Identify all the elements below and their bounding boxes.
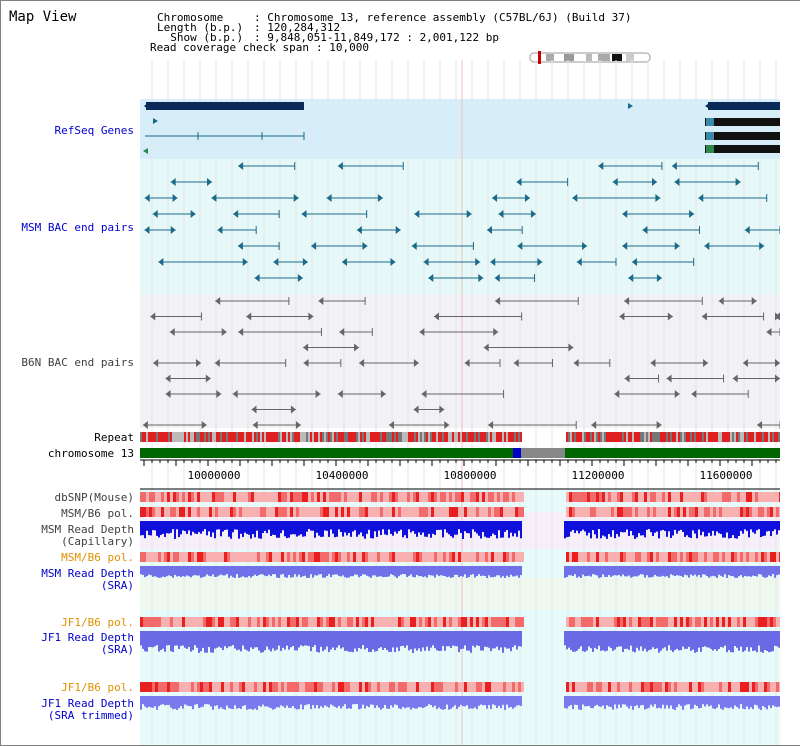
genome-map-panel[interactable]: 10000000 10400000 10800000 11200000 11600000	[140, 0, 780, 745]
axis-tick-label: 11600000	[700, 469, 753, 482]
track-label-jf1-b6-pol-1[interactable]: JF1/B6 pol.	[61, 616, 134, 629]
info-chromosome-value: : Chromosome 13, reference assembly (C57…	[254, 11, 632, 24]
b6n-bac-track-bg	[140, 295, 780, 428]
info-coverage-label: Read coverage check span	[150, 41, 309, 54]
track-label-jf1-depth-trim[interactable]: JF1 Read Depth	[41, 697, 134, 710]
info-length-label: Length (b.p.)	[157, 21, 244, 34]
info-chromosome-label: Chromosome	[157, 11, 224, 24]
track-label-chromosome[interactable]: chromosome 13	[47, 447, 134, 460]
page-title: Map View	[9, 9, 77, 25]
track-label-msm-depth-sra[interactable]: MSM Read Depth	[41, 567, 134, 580]
chromosome-ideogram[interactable]	[528, 51, 653, 64]
axis-tick-label: 10000000	[188, 469, 241, 482]
msm-bac-end-pairs	[144, 162, 780, 282]
msm-bac-track-bg	[140, 159, 780, 295]
vertical-gridlines	[151, 60, 777, 745]
track-label-msm-bac[interactable]: MSM BAC end pairs	[21, 221, 134, 234]
axis-tick-label: 10400000	[316, 469, 369, 482]
track-label-jf1-depth[interactable]: JF1 Read Depth	[41, 631, 134, 644]
track-label-msm-b6-pol-2[interactable]: MSM/B6 pol.	[61, 551, 134, 564]
track-label-dbsnp[interactable]: dbSNP(Mouse)	[54, 491, 134, 504]
track-label-b6n-bac[interactable]: B6N BAC end pairs	[21, 356, 134, 369]
track-label-msm-depth-cap-sub: (Capillary)	[61, 535, 134, 548]
axis-tick-label: 11200000	[572, 469, 625, 482]
info-coverage-value: : 10,000	[316, 41, 369, 54]
track-label-jf1-depth-trim-sub: (SRA trimmed)	[47, 709, 134, 722]
info-show-value: : 9,848,051-11,849,172 : 2,001,122 bp	[254, 31, 500, 44]
repeat-track	[140, 432, 780, 442]
chromosome-bar	[140, 448, 780, 458]
position-axis: 10000000 10400000 10800000 11200000 11600000	[140, 459, 780, 490]
track-label-jf1-b6-pol-2[interactable]: JF1/B6 pol.	[61, 681, 134, 694]
track-label-msm-depth-sra-sub: (SRA)	[100, 579, 134, 592]
data-tracks	[140, 492, 780, 710]
info-length-value: : 120,284,312	[254, 21, 341, 34]
track-label-repeat[interactable]: Repeat	[94, 431, 134, 444]
track-label-msm-b6-pol-1[interactable]: MSM/B6 pol.	[61, 507, 134, 520]
track-label-msm-depth-cap[interactable]: MSM Read Depth	[41, 523, 134, 536]
info-show-label: Show (b.p.)	[157, 31, 244, 44]
axis-tick-label: 10800000	[444, 469, 497, 482]
b6n-bac-end-pairs	[142, 297, 780, 429]
track-label-refseq[interactable]: RefSeq Genes	[54, 124, 134, 137]
refseq-genes	[143, 102, 780, 154]
track-label-jf1-depth-sub: (SRA)	[100, 643, 134, 656]
